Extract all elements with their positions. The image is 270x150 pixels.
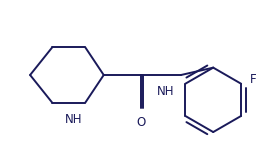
Text: O: O [136, 116, 145, 129]
Text: F: F [250, 73, 256, 86]
Text: NH: NH [65, 113, 82, 126]
Text: NH: NH [157, 85, 174, 98]
